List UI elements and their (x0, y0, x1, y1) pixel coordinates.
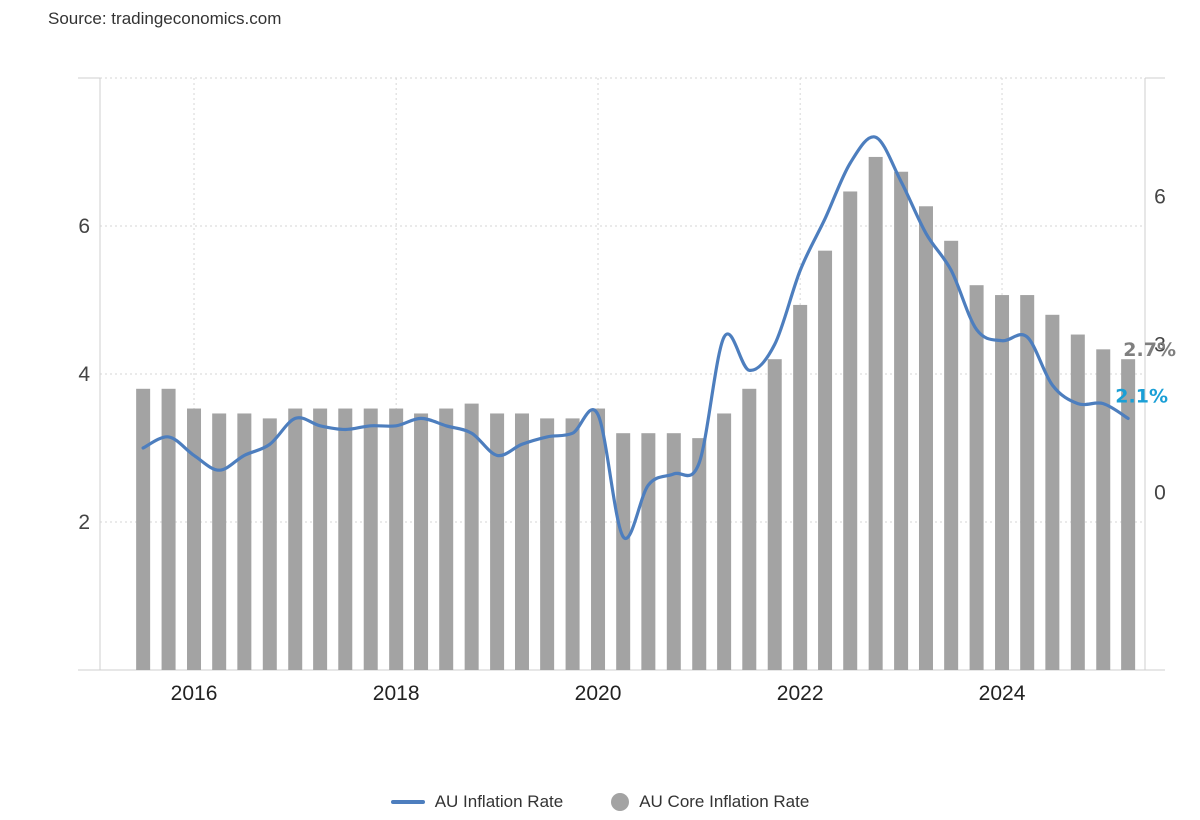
legend-item-inflation[interactable]: AU Inflation Rate (390, 792, 564, 812)
core-inflation-bar (616, 433, 631, 670)
core-inflation-bar (540, 418, 555, 670)
left-axis-tick-label: 2 (78, 511, 90, 534)
core-inflation-bar (843, 191, 858, 670)
core-inflation-bar (414, 413, 429, 670)
legend-item-core-inflation[interactable]: AU Core Inflation Rate (611, 792, 809, 812)
x-axis-tick-label: 2018 (373, 682, 420, 705)
right-axis-tick-label: 6 (1154, 185, 1166, 208)
core-inflation-bar (1070, 334, 1085, 670)
x-axis-tick-label: 2016 (171, 682, 218, 705)
core-inflation-bar (742, 388, 757, 670)
core-inflation-bar (1020, 295, 1035, 670)
core-inflation-bar (793, 304, 808, 670)
core-inflation-bar (514, 413, 529, 670)
core-inflation-bar (490, 413, 505, 670)
axis-labels: 2 4 6 0 3 6 2016 2018 2020 2022 2024 2.1% 2.7% (78, 185, 1176, 705)
x-axis-tick-label: 2022 (777, 682, 824, 705)
core-inflation-bar (995, 295, 1010, 670)
inflation-end-label: 2.1% (1115, 385, 1168, 407)
right-axis-tick-label: 0 (1154, 481, 1166, 504)
core-inflation-bars (136, 156, 1136, 671)
core-inflation-bar (692, 438, 707, 670)
core-inflation-bar (666, 433, 681, 670)
inflation-rate-line (141, 135, 1130, 541)
core-inflation-bar (136, 388, 151, 670)
core-inflation-bar (288, 408, 303, 670)
core-inflation-bar (313, 408, 328, 670)
core-inflation-bar (389, 408, 404, 670)
core-inflation-bar (565, 418, 580, 670)
core-inflation-bar (187, 408, 202, 670)
core-inflation-bar (1096, 349, 1111, 670)
legend-label-core-inflation: AU Core Inflation Rate (639, 792, 810, 811)
core-inflation-bar (944, 240, 959, 671)
core-inflation-bar (439, 408, 454, 670)
core-inflation-bar (237, 413, 252, 670)
right-axis-tick-label: 3 (1154, 333, 1166, 356)
x-axis-tick-label: 2020 (575, 682, 622, 705)
core-inflation-bar (818, 250, 833, 670)
legend: AU Inflation Rate AU Core Inflation Rate (0, 792, 1200, 812)
core-inflation-bar (767, 359, 782, 670)
core-inflation-bar (894, 171, 909, 670)
core-inflation-bar (464, 403, 479, 670)
chart-source: Source: tradingeconomics.com (48, 9, 282, 28)
core-inflation-bar (1121, 359, 1136, 670)
legend-label-inflation: AU Inflation Rate (434, 792, 564, 811)
core-inflation-bar (591, 408, 606, 670)
left-axis-tick-label: 4 (78, 363, 90, 386)
core-inflation-bar (338, 408, 353, 670)
core-inflation-bar (641, 433, 656, 670)
core-inflation-end-label: 2.7% (1123, 339, 1176, 361)
core-inflation-bar (868, 156, 883, 670)
core-inflation-bar (969, 285, 984, 670)
core-inflation-bar (918, 206, 933, 670)
core-inflation-bar (262, 418, 277, 670)
core-inflation-bar (1045, 314, 1060, 670)
core-inflation-bar (363, 408, 378, 670)
legend-dot-swatch (611, 793, 630, 811)
x-axis-tick-label: 2024 (979, 682, 1026, 705)
chart-canvas: 2 4 6 0 3 6 2016 2018 2020 2022 2024 2.1% 2.7% (78, 77, 1176, 705)
legend-line-swatch (390, 800, 425, 804)
core-inflation-bar (212, 413, 227, 670)
core-inflation-bar (161, 388, 176, 670)
left-axis-tick-label: 6 (78, 215, 90, 238)
core-inflation-bar (717, 413, 732, 670)
